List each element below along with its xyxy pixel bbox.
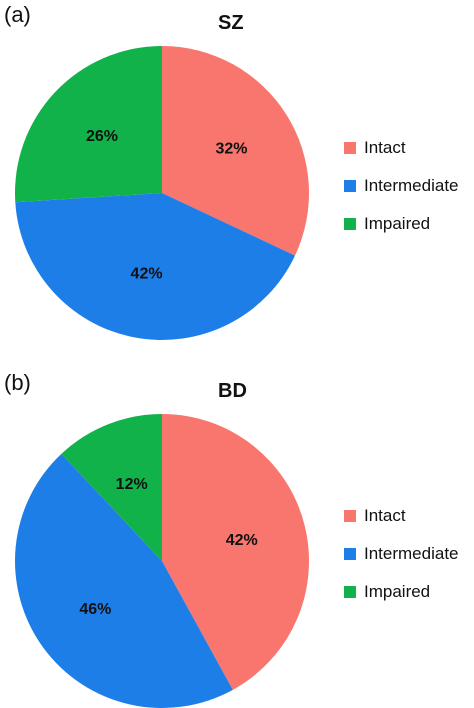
panel-label: (a)	[4, 2, 31, 27]
legend-label: Intermediate	[364, 176, 459, 195]
legend: Intact Intermediate Impaired	[344, 506, 459, 620]
legend-item-intact: Intact	[344, 506, 459, 526]
pie-slice-intact	[162, 414, 309, 690]
legend-swatch	[344, 510, 356, 522]
legend-item-impaired: Impaired	[344, 214, 459, 234]
pie-chart-bd: 42% 46% 12%	[15, 414, 309, 708]
pie-panel-sz: 32% 42% 26% (a) SZ Intact Intermediate Imp…	[4, 2, 459, 340]
legend-swatch	[344, 586, 356, 598]
legend-item-intermediate: Intermediate	[344, 176, 459, 196]
slice-value-label: 32%	[215, 140, 247, 157]
legend-label: Intact	[364, 506, 406, 525]
slice-value-label: 46%	[79, 601, 111, 618]
slice-value-label: 12%	[116, 476, 148, 493]
legend-label: Intermediate	[364, 544, 459, 563]
legend-label: Impaired	[364, 214, 431, 233]
pie-panel-bd: 42% 46% 12% (b) BD Intact Intermediate Imp…	[0, 354, 474, 708]
slice-value-label: 26%	[86, 128, 118, 145]
pie-slice-intermediate	[15, 193, 296, 340]
slice-value-label: 42%	[226, 532, 258, 549]
legend-item-intermediate: Intermediate	[344, 544, 459, 564]
panel-label: (b)	[4, 370, 31, 395]
legend-swatch	[344, 180, 356, 192]
chart-title: SZ	[218, 12, 244, 34]
legend-swatch	[344, 142, 356, 154]
legend-label: Impaired	[364, 582, 431, 601]
legend-swatch	[344, 548, 356, 560]
pie-slice-impaired	[14, 45, 162, 203]
legend: Intact Intermediate Impaired	[344, 138, 459, 252]
slice-value-label: 42%	[131, 265, 163, 282]
pie-slice-intermediate	[15, 453, 233, 708]
legend-item-intact: Intact	[344, 138, 459, 158]
legend-item-impaired: Impaired	[344, 582, 459, 602]
pie-chart-sz: 32% 42% 26%	[14, 45, 309, 340]
legend-label: Intact	[364, 138, 406, 157]
pie-slice-intact	[162, 46, 309, 256]
chart-title: BD	[218, 380, 247, 402]
legend-swatch	[344, 218, 356, 230]
pie-slice-impaired	[61, 414, 162, 561]
